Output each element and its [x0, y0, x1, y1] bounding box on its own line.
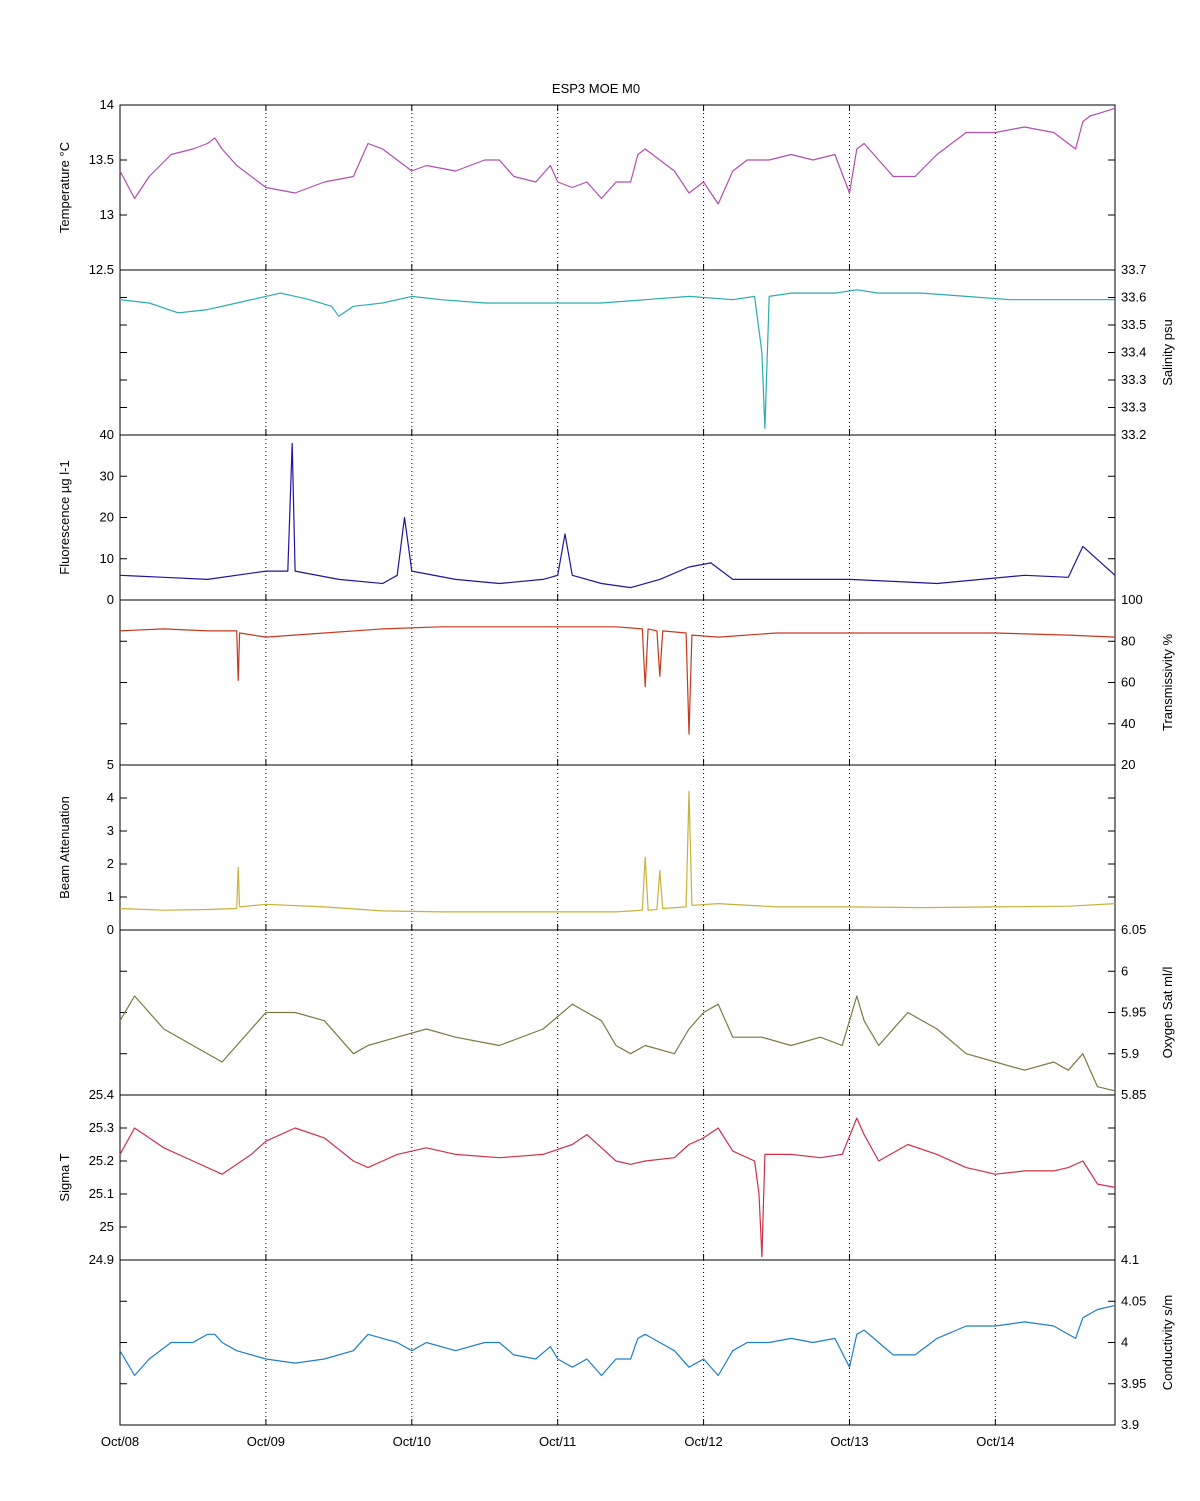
y-tick-label: 3.95: [1121, 1376, 1146, 1391]
y-axis-label: Salinity psu: [1160, 319, 1175, 385]
y-tick-label: 33.3: [1121, 372, 1146, 387]
series-line: [119, 442, 1116, 589]
y-tick-label: 4.05: [1121, 1293, 1146, 1308]
y-tick-label: 5.95: [1121, 1005, 1146, 1020]
y-tick-label: 60: [1121, 675, 1135, 690]
panel-3: 0 10 20 30 40 Fluorescence µg l-1: [57, 427, 1116, 607]
y-tick-label: 3.9: [1121, 1417, 1139, 1432]
y-tick-label: 20: [100, 510, 114, 525]
y-axis-label: Transmissivity %: [1160, 634, 1175, 731]
y-tick-label: 33.6: [1121, 290, 1146, 305]
y-tick-label: 5: [107, 757, 114, 772]
y-tick-label: 33.3: [1121, 400, 1146, 415]
series-line: [119, 995, 1116, 1092]
y-tick-label: 4.1: [1121, 1252, 1139, 1267]
y-tick-label: 30: [100, 468, 114, 483]
series-line: [119, 289, 1115, 429]
y-tick-label: 0: [107, 592, 114, 607]
y-tick-label: 5.9: [1121, 1046, 1139, 1061]
y-tick-label: 33.4: [1121, 345, 1146, 360]
y-axis-label: Oxygen Sat ml/l: [1160, 967, 1175, 1059]
x-tick-label: Oct/08: [101, 1434, 139, 1449]
y-tick-label: 20: [1121, 757, 1135, 772]
panel-8: 3.9 3.95 4 4.05 4.1 Conductivity s/m: [119, 1252, 1175, 1432]
y-axis-label: Sigma T: [57, 1153, 72, 1201]
panel-frame: [119, 104, 1116, 271]
panel-2: 33.2 33.3 33.3 33.4 33.5 33.6 33.7 Salinity psu: [119, 262, 1175, 442]
y-tick-label: 2: [107, 856, 114, 871]
x-tick-label: Oct/14: [976, 1434, 1014, 1449]
panel-frame: [119, 599, 1116, 766]
series-line: [119, 1304, 1116, 1377]
y-tick-label: 33.2: [1121, 427, 1146, 442]
x-tick-label: Oct/12: [684, 1434, 722, 1449]
panel-4: 20 40 60 80 100 Transmissivity %: [119, 592, 1175, 772]
figure-title: ESP3 MOE M0: [552, 81, 640, 96]
y-tick-label: 33.7: [1121, 262, 1146, 277]
x-tick-label: Oct/13: [830, 1434, 868, 1449]
y-tick-label: 6.05: [1121, 922, 1146, 937]
y-tick-label: 4: [107, 790, 114, 805]
panel-1: 12.5 13 13.5 14 Temperature °C: [57, 97, 1116, 277]
panel-7: 24.9 25 25.1 25.2 25.3 25.4 Sigma T: [57, 1087, 1116, 1267]
y-tick-label: 80: [1121, 633, 1135, 648]
y-axis-label: Fluorescence µg l-1: [57, 460, 72, 574]
x-tick-label: Oct/10: [393, 1434, 431, 1449]
series-line: [119, 107, 1116, 205]
y-tick-label: 10: [100, 551, 114, 566]
panel-5: 0 1 2 3 4 5 Beam Attenuation: [57, 757, 1116, 937]
y-tick-label: 33.5: [1121, 317, 1146, 332]
y-tick-label: 25.1: [89, 1186, 114, 1201]
panel-frame: [119, 1259, 1116, 1426]
y-tick-label: 25: [100, 1219, 114, 1234]
y-tick-label: 0: [107, 922, 114, 937]
y-tick-label: 13: [100, 207, 114, 222]
y-tick-label: 13.5: [89, 152, 114, 167]
y-tick-label: 40: [100, 427, 114, 442]
y-tick-label: 40: [1121, 716, 1135, 731]
panel-frame: [119, 1094, 1116, 1261]
x-tick-label: Oct/11: [539, 1434, 576, 1449]
panel-frame: [119, 764, 1116, 931]
x-axis-tick-labels: Oct/08 Oct/09 Oct/10 Oct/11 Oct/12 Oct/13 Oct/…: [101, 105, 1015, 1449]
panel-frame: [119, 434, 1116, 601]
y-axis-label: Conductivity s/m: [1160, 1295, 1175, 1390]
y-tick-label: 4: [1121, 1335, 1128, 1350]
series-line: [119, 626, 1116, 735]
panel-6: 5.85 5.9 5.95 6 6.05 Oxygen Sat ml/l: [119, 922, 1175, 1102]
y-axis-label: Temperature °C: [57, 142, 72, 233]
y-tick-label: 1: [107, 889, 114, 904]
y-tick-label: 100: [1121, 592, 1143, 607]
series-line: [119, 790, 1116, 913]
y-axis-label: Beam Attenuation: [57, 796, 72, 899]
y-tick-label: 24.9: [89, 1252, 114, 1267]
x-tick-label: Oct/09: [247, 1434, 285, 1449]
series-line: [119, 1117, 1116, 1258]
y-tick-label: 12.5: [89, 262, 114, 277]
y-tick-label: 14: [100, 97, 114, 112]
panel-frame: [119, 269, 1116, 436]
y-tick-label: 5.85: [1121, 1087, 1146, 1102]
y-tick-label: 25.3: [89, 1120, 114, 1135]
y-tick-label: 25.2: [89, 1153, 114, 1168]
y-tick-label: 6: [1121, 963, 1128, 978]
y-tick-label: 3: [107, 823, 114, 838]
y-tick-label: 25.4: [89, 1087, 114, 1102]
